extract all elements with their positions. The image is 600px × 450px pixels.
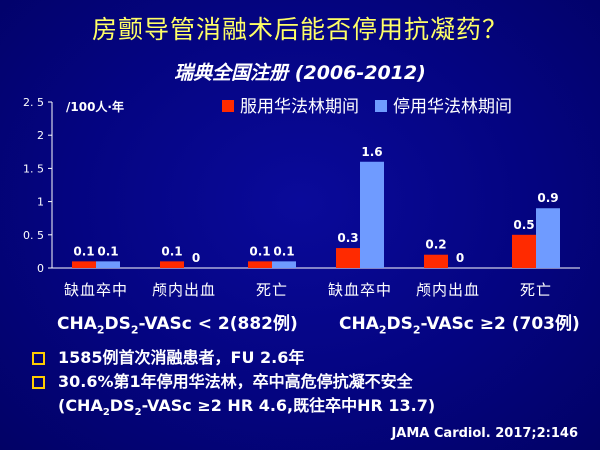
data-label-2-5: 0 bbox=[456, 251, 464, 265]
bullet-item-2: 30.6%第1年停用华法林，卒中高危停抗凝不安全 bbox=[30, 370, 590, 394]
legend-label-2: 停用华法林期间 bbox=[393, 97, 512, 117]
data-label-1-6: 0.5 bbox=[513, 218, 534, 232]
bullet-list: 1585例首次消融患者，FU 2.6年 30.6%第1年停用华法林，卒中高危停抗… bbox=[30, 346, 590, 425]
category-label-5: 颅内出血 bbox=[416, 281, 480, 299]
bullet-text-1: 1585例首次消融患者，FU 2.6年 bbox=[58, 348, 305, 367]
y-tick-label: 2 bbox=[37, 129, 44, 142]
category-label-4: 缺血卒中 bbox=[328, 281, 392, 299]
category-label-2: 颅内出血 bbox=[152, 281, 216, 299]
square-bullet-icon bbox=[32, 376, 45, 389]
bar-2-1 bbox=[96, 261, 120, 268]
data-label-1-4: 0.3 bbox=[337, 231, 358, 245]
data-label-2-1: 0.1 bbox=[97, 244, 118, 258]
legend-swatch-1 bbox=[222, 100, 234, 112]
bullet-text-2-continued: (CHA2DS2-VASc ≥2 HR 4.6,既往卒中HR 13.7) bbox=[58, 396, 436, 419]
data-label-2-4: 1.6 bbox=[361, 145, 382, 159]
data-label-1-2: 0.1 bbox=[161, 244, 182, 258]
slide-title: 房颤导管消融术后能否停用抗凝药？ bbox=[91, 15, 508, 44]
group-label-low-risk: CHA2DS2-VASc < 2(882例) bbox=[57, 314, 298, 337]
legend-label-1: 服用华法林期间 bbox=[240, 97, 359, 117]
data-label-2-3: 0.1 bbox=[273, 244, 294, 258]
legend-swatch-2 bbox=[375, 100, 387, 112]
data-label-1-3: 0.1 bbox=[249, 244, 270, 258]
category-label-6: 死亡 bbox=[520, 281, 552, 299]
bar-1-6 bbox=[512, 234, 536, 268]
category-label-1: 缺血卒中 bbox=[64, 281, 128, 299]
bullet-text-2: 30.6%第1年停用华法林，卒中高危停抗凝不安全 bbox=[58, 372, 413, 391]
bar-1-1 bbox=[72, 261, 96, 268]
y-tick-label: 1. 5 bbox=[23, 162, 44, 175]
data-label-2-6: 0.9 bbox=[537, 191, 558, 205]
bar-2-3 bbox=[272, 261, 296, 268]
group-label-high-risk: CHA2DS2-VASc ≥2 (703例) bbox=[339, 314, 580, 337]
bar-1-2 bbox=[160, 261, 184, 268]
square-bullet-icon bbox=[32, 352, 45, 365]
category-label-3: 死亡 bbox=[256, 281, 288, 299]
y-tick-label: 0. 5 bbox=[23, 229, 44, 242]
bar-2-6 bbox=[536, 208, 560, 268]
y-tick-label: 0 bbox=[37, 262, 44, 275]
slide-subtitle: 瑞典全国注册 (2006-2012) bbox=[174, 62, 426, 84]
y-tick-label: 2. 5 bbox=[23, 96, 44, 109]
bar-1-5 bbox=[424, 254, 448, 268]
bar-1-3 bbox=[248, 261, 272, 268]
y-unit-label: /100人·年 bbox=[66, 99, 124, 114]
data-label-2-2: 0 bbox=[192, 251, 200, 265]
bar-1-4 bbox=[336, 248, 360, 268]
data-label-1-1: 0.1 bbox=[73, 244, 94, 258]
citation: JAMA Cardiol. 2017;2:146 bbox=[391, 426, 578, 441]
data-label-1-5: 0.2 bbox=[425, 238, 446, 252]
bar-2-4 bbox=[360, 161, 384, 268]
y-tick-label: 1 bbox=[37, 196, 44, 209]
bullet-item-1: 1585例首次消融患者，FU 2.6年 bbox=[30, 346, 590, 370]
